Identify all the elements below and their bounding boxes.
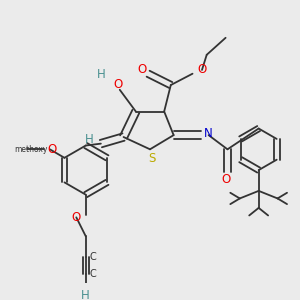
Text: O: O: [197, 63, 207, 76]
Text: C: C: [90, 252, 97, 262]
Text: H: H: [85, 134, 94, 146]
Text: methoxy: methoxy: [14, 145, 48, 154]
Text: O: O: [113, 78, 122, 91]
Text: H: H: [81, 289, 90, 300]
Text: H: H: [97, 68, 105, 81]
Text: O: O: [221, 173, 230, 186]
Text: O: O: [138, 63, 147, 76]
Text: C: C: [90, 269, 97, 279]
Text: O: O: [47, 143, 56, 156]
Text: S: S: [148, 152, 156, 165]
Text: O: O: [72, 211, 81, 224]
Text: N: N: [204, 127, 213, 140]
